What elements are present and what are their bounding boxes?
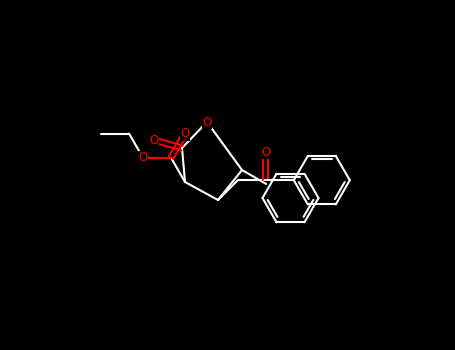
Text: O: O <box>202 116 212 128</box>
Text: O: O <box>261 146 270 159</box>
Text: O: O <box>180 127 190 140</box>
Text: O: O <box>149 133 159 147</box>
Text: O: O <box>138 151 147 164</box>
